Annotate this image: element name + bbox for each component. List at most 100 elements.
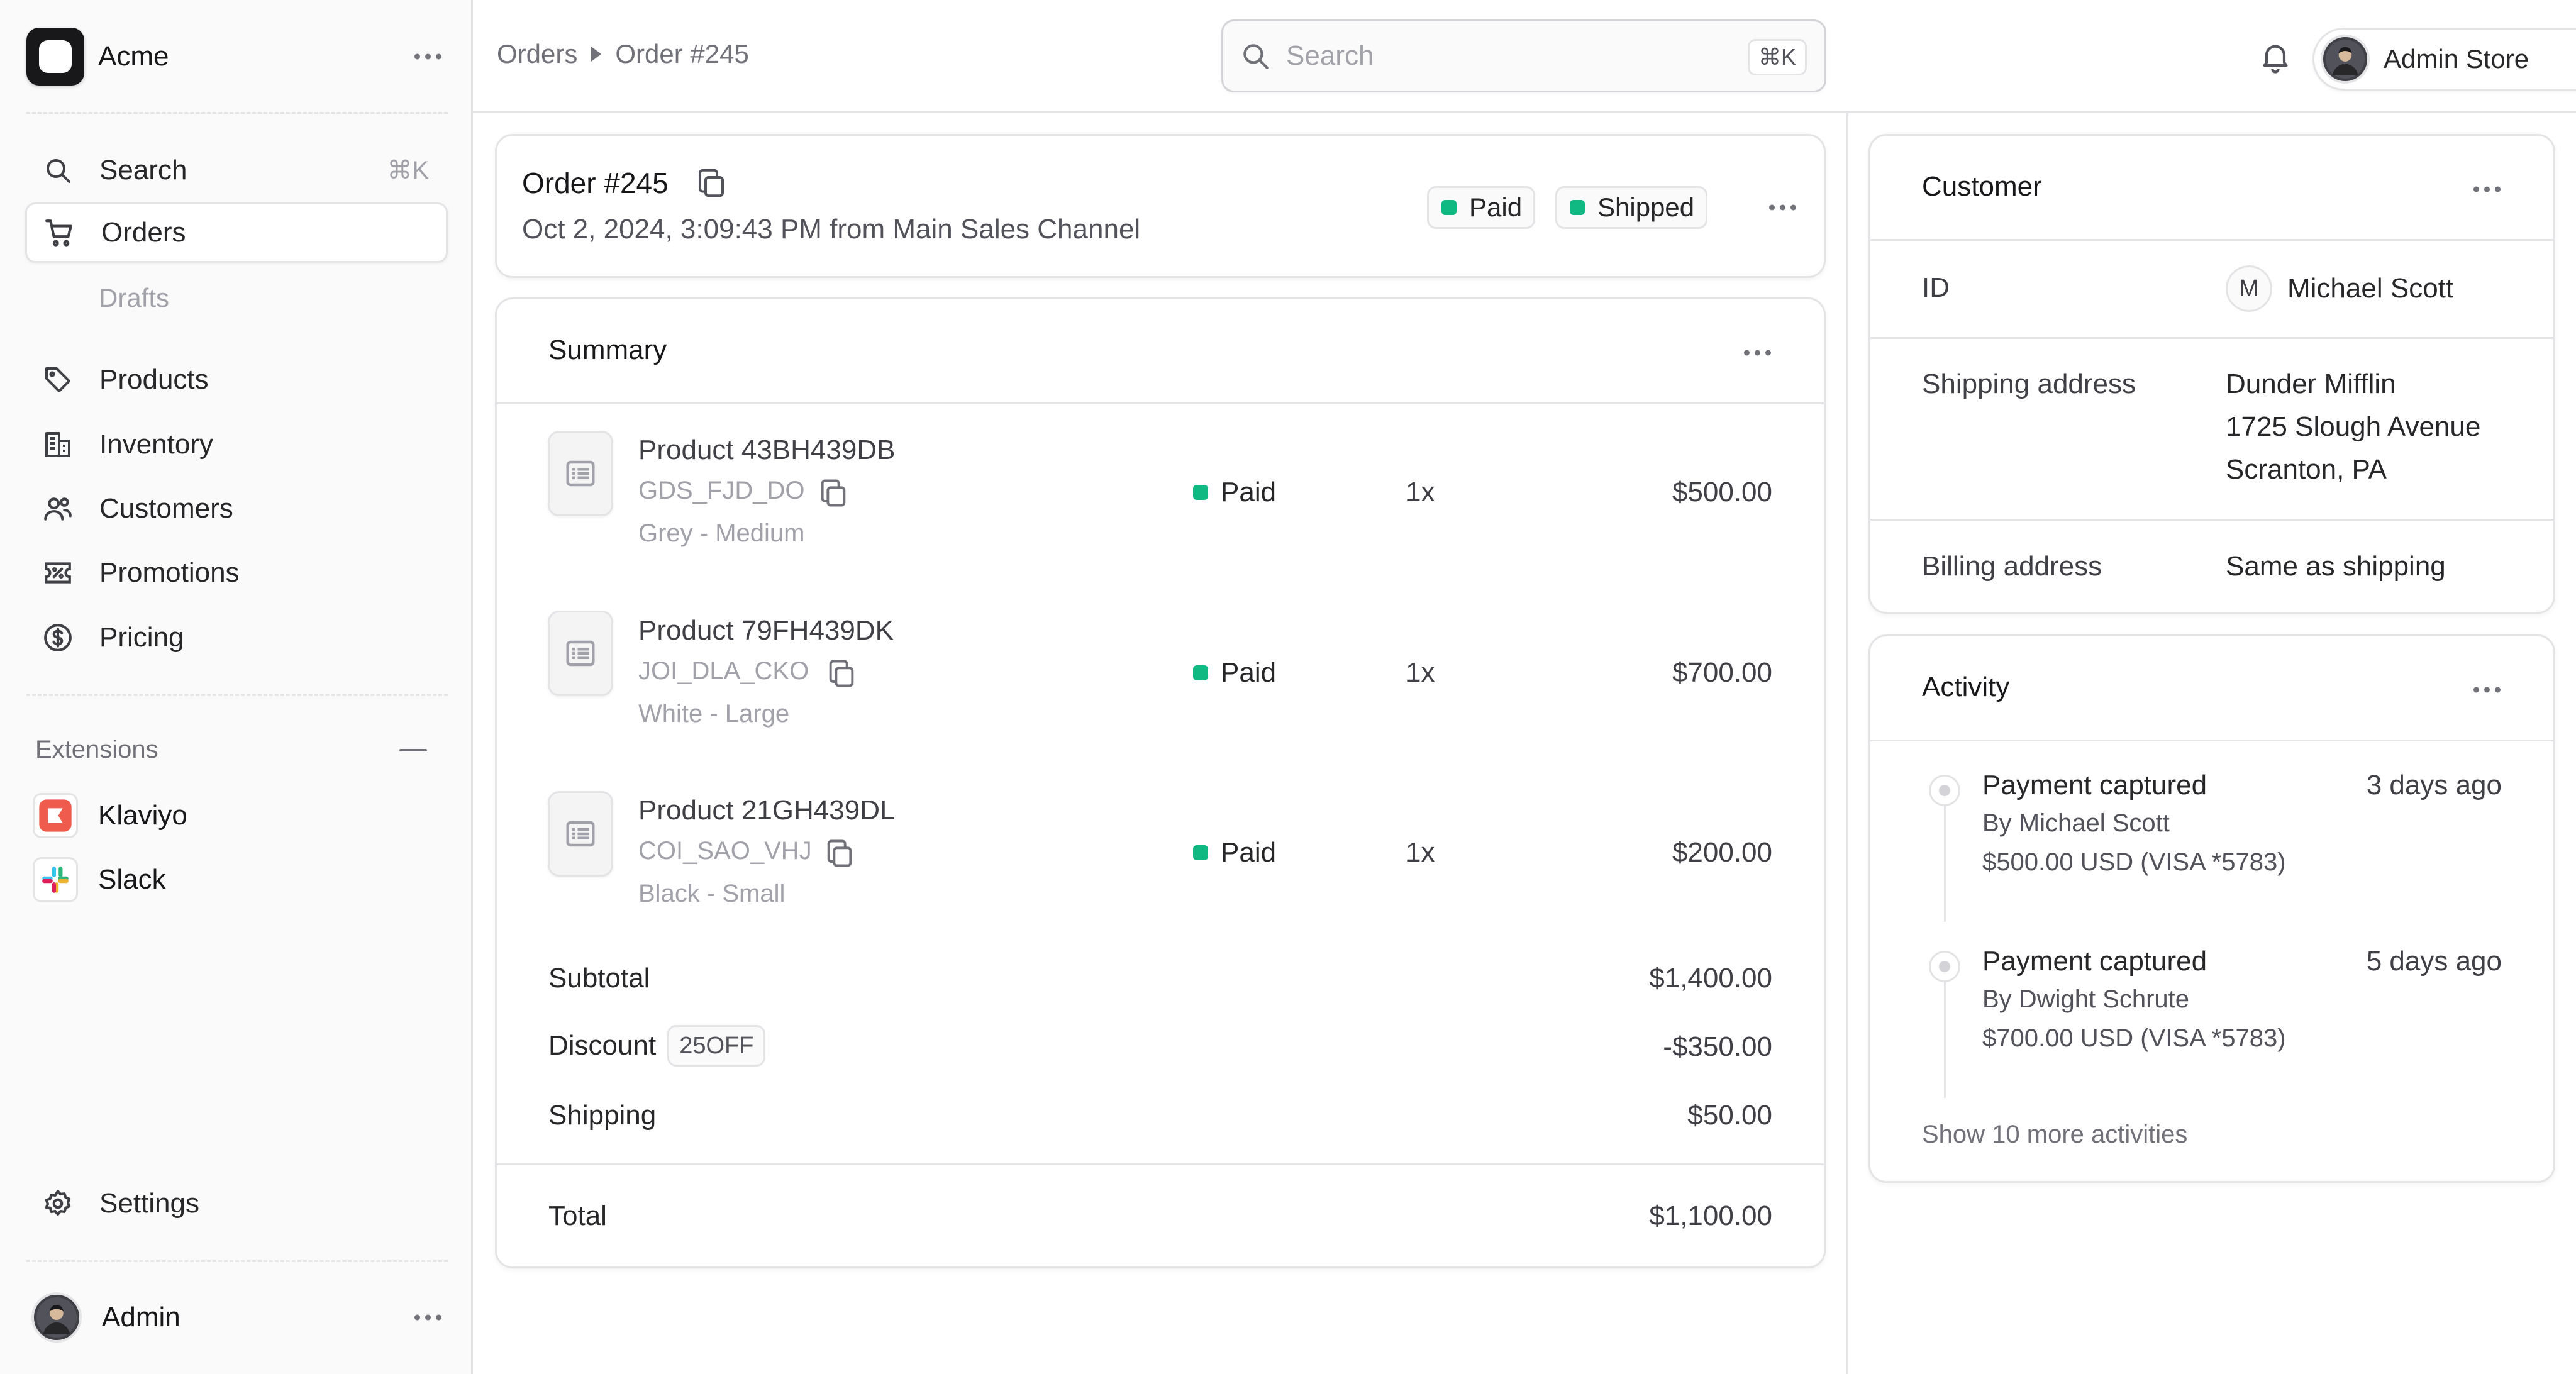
sidebar-item-settings[interactable]: Settings — [25, 1173, 448, 1234]
discount-label: Discount — [548, 1030, 657, 1061]
sidebar-divider — [26, 112, 448, 114]
product-variant: Black - Small — [638, 880, 786, 907]
product-variant: Grey - Medium — [638, 519, 805, 547]
customer-more-icon[interactable] — [2467, 180, 2507, 199]
breadcrumb: Orders Order #245 — [497, 39, 749, 69]
breadcrumb-orders[interactable]: Orders — [497, 39, 578, 69]
gear-icon — [40, 1186, 75, 1221]
collapse-icon[interactable] — [399, 749, 427, 751]
product-thumbnail — [548, 791, 613, 877]
extension-klaviyo[interactable]: Klaviyo — [33, 793, 187, 838]
discount-code-badge: 25OFF — [667, 1025, 766, 1067]
shipping-address-line: Scranton, PA — [2226, 454, 2387, 485]
sidebar-item-drafts[interactable]: Drafts — [99, 283, 170, 313]
user-name: Admin — [102, 1302, 180, 1332]
product-sku: COI_SAO_VHJ — [638, 837, 812, 865]
sidebar-item-label: Settings — [99, 1188, 199, 1219]
sidebar-item-label: Products — [99, 364, 209, 395]
product-name: Product 21GH439DL — [638, 795, 896, 826]
timeline-line — [1944, 806, 1946, 922]
bell-icon[interactable] — [2258, 39, 2293, 74]
sidebar-item-inventory[interactable]: Inventory — [25, 414, 448, 475]
product-name: Product 43BH439DB — [638, 435, 896, 465]
search-icon — [1240, 40, 1271, 72]
sidebar-item-orders[interactable]: Orders — [25, 202, 448, 263]
customer-title: Customer — [1922, 171, 2042, 202]
summary-card: Summary Product 43BH439DB GDS_FJD_DO Gre… — [495, 297, 1826, 1268]
activity-event-title: Payment captured — [1982, 946, 2207, 977]
discount-value: -$350.00 — [1663, 1031, 1772, 1062]
product-variant: White - Large — [638, 700, 790, 728]
copy-icon[interactable] — [823, 837, 856, 870]
avatar — [31, 1292, 82, 1343]
store-switcher[interactable]: Acme — [26, 28, 448, 86]
divider — [1870, 740, 2553, 741]
activity-card: Activity Payment captured 3 days ago By … — [1868, 634, 2555, 1183]
payment-status: Paid — [1193, 657, 1276, 689]
avatar — [2321, 35, 2370, 84]
status-badge: Shipped — [1555, 186, 1708, 229]
line-price: $700.00 — [1672, 657, 1772, 688]
product-sku: JOI_DLA_CKO — [638, 657, 809, 685]
sidebar-divider — [26, 1260, 448, 1262]
copy-icon[interactable] — [694, 166, 728, 200]
klaviyo-icon — [33, 793, 78, 838]
shipping-value: $50.00 — [1687, 1100, 1772, 1131]
acme-logo — [26, 28, 84, 86]
tag-icon — [40, 362, 75, 397]
line-price: $500.00 — [1672, 477, 1772, 507]
order-more-icon[interactable] — [1763, 199, 1802, 217]
id-label: ID — [1922, 272, 1950, 303]
store-menu-button[interactable]: Admin Store — [2312, 28, 2576, 91]
brand-more-icon[interactable] — [408, 48, 448, 66]
user-more-icon[interactable] — [408, 1309, 448, 1327]
total-label: Total — [548, 1200, 607, 1231]
discount-row: Discount 25OFF — [548, 1025, 766, 1067]
activity-event-actor: By Michael Scott — [1982, 809, 2170, 837]
sidebar-item-pricing[interactable]: Pricing — [25, 607, 448, 668]
search-input[interactable]: Search ⌘K — [1221, 19, 1826, 92]
product-name: Product 79FH439DK — [638, 615, 894, 646]
activity-more-icon[interactable] — [2467, 681, 2507, 699]
activity-event-time: 5 days ago — [2366, 946, 2502, 977]
extension-label: Klaviyo — [98, 800, 187, 831]
divider — [1870, 519, 2553, 521]
shipping-address-line: 1725 Slough Avenue — [2226, 411, 2481, 442]
user-menu[interactable]: Admin — [31, 1290, 448, 1344]
line-price: $200.00 — [1672, 837, 1772, 868]
breadcrumb-current: Order #245 — [615, 39, 749, 69]
topbar: Orders Order #245 Search ⌘K Admin Store — [473, 0, 2576, 113]
timeline-dot — [1929, 775, 1960, 806]
sidebar-item-label: Promotions — [99, 557, 240, 588]
sidebar-item-promotions[interactable]: Promotions — [25, 543, 448, 603]
customer-link[interactable]: M Michael Scott — [2226, 265, 2453, 312]
sidebar-item-products[interactable]: Products — [25, 350, 448, 410]
summary-more-icon[interactable] — [1738, 344, 1777, 362]
copy-icon[interactable] — [817, 477, 850, 509]
activity-event-title: Payment captured — [1982, 770, 2207, 801]
sidebar-item-customers[interactable]: Customers — [25, 479, 448, 539]
building-icon — [40, 427, 75, 462]
summary-title: Summary — [548, 335, 667, 365]
divider — [497, 1163, 1824, 1165]
brand-name: Acme — [98, 41, 169, 72]
payment-status: Paid — [1193, 477, 1276, 508]
store-name: Admin Store — [2384, 44, 2529, 74]
copy-icon[interactable] — [825, 657, 858, 690]
total-value: $1,100.00 — [1649, 1200, 1772, 1231]
sidebar-item-label: Pricing — [99, 622, 184, 653]
extension-label: Slack — [98, 864, 166, 895]
show-more-activities-link[interactable]: Show 10 more activities — [1922, 1121, 2188, 1148]
users-icon — [40, 491, 75, 526]
activity-event-amount: $500.00 USD (VISA *5783) — [1982, 848, 2286, 876]
sidebar-item-label: Search — [99, 155, 187, 186]
product-thumbnail — [548, 611, 613, 696]
cart-icon — [42, 215, 77, 250]
subtotal-label: Subtotal — [548, 963, 650, 994]
activity-event-actor: By Dwight Schrute — [1982, 985, 2190, 1013]
sidebar-item-label: Inventory — [99, 429, 213, 460]
quantity: 1x — [1406, 657, 1435, 688]
sidebar-item-search[interactable]: Search ⌘K — [25, 140, 448, 201]
order-subtitle: Oct 2, 2024, 3:09:43 PM from Main Sales … — [522, 214, 1141, 245]
extension-slack[interactable]: Slack — [33, 857, 166, 902]
